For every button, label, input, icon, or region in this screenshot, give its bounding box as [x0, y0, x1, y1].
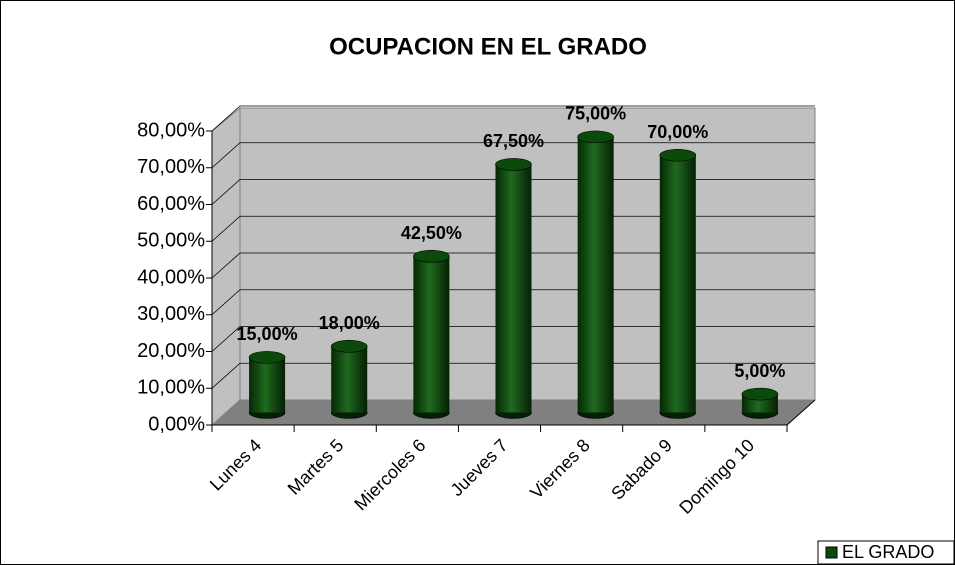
grid-line: [211, 362, 815, 389]
grid-line: [211, 252, 815, 279]
legend-label: EL GRADO: [842, 542, 934, 562]
y-tick-label: 80,00%: [137, 119, 205, 141]
y-tick-label: 70,00%: [137, 156, 205, 178]
bar-top: [577, 130, 614, 144]
legend-swatch: [825, 546, 838, 559]
bar: [413, 256, 450, 413]
x-axis-depth: [786, 399, 816, 426]
bar-top: [330, 340, 368, 353]
grid-line: [211, 215, 815, 242]
y-tick-label: 30,00%: [137, 303, 205, 325]
value-label: 67,50%: [483, 131, 544, 151]
y-tick-label: 20,00%: [137, 340, 205, 362]
bar: [249, 357, 286, 413]
grid-line: [211, 142, 815, 169]
bar: [331, 346, 368, 413]
bar-top: [741, 387, 779, 401]
bar-top: [413, 250, 450, 263]
bar-top: [659, 148, 697, 162]
bar-top: [495, 158, 532, 171]
bar-top: [248, 351, 286, 364]
value-label: 5,00%: [734, 361, 785, 381]
chart-title: OCUPACION EN EL GRADO: [329, 33, 647, 60]
y-tick-label: 60,00%: [137, 193, 205, 215]
y-tick-label: 50,00%: [137, 230, 205, 252]
y-tick-label: 40,00%: [137, 266, 205, 288]
legend: [817, 540, 955, 565]
bar: [577, 136, 614, 413]
y-tick-label: 0,00%: [148, 413, 205, 435]
grid-line: [211, 289, 815, 316]
bar: [495, 164, 532, 413]
bar: [659, 155, 696, 413]
y-tick-label: 10,00%: [137, 377, 205, 399]
value-label: 75,00%: [565, 104, 626, 124]
grid-line: [211, 105, 815, 132]
grid-line: [211, 326, 815, 352]
value-label: 70,00%: [647, 122, 708, 142]
value-label: 18,00%: [319, 313, 380, 333]
value-label: 15,00%: [237, 324, 298, 344]
grid-line: [211, 179, 815, 205]
value-label: 42,50%: [401, 223, 462, 243]
